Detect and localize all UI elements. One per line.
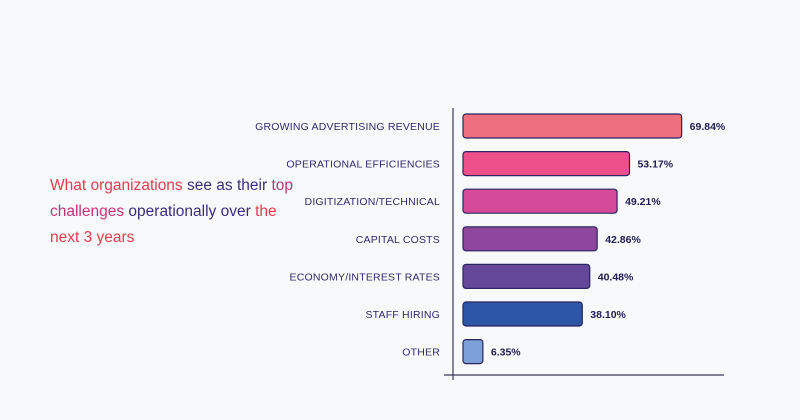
value-label: 53.17% — [637, 159, 673, 171]
chart-headline: What organizations see as their top chal… — [50, 173, 300, 251]
headline-part-4: operationally over — [124, 203, 256, 220]
bar — [462, 263, 591, 289]
headline-part-3: top challenges — [50, 177, 293, 220]
value-label: 42.86% — [605, 234, 641, 246]
category-label: GROWING ADVERTISING REVENUE — [255, 121, 440, 133]
bar — [462, 151, 631, 177]
value-label: 69.84% — [690, 121, 726, 133]
headline-part-2: see as their — [182, 177, 272, 194]
bar — [462, 113, 683, 139]
bar — [462, 188, 618, 214]
value-label: 6.35% — [491, 347, 521, 359]
headline-part-5: the next 3 years — [50, 203, 277, 246]
category-label: ECONOMY/INTEREST RATES — [290, 271, 440, 283]
value-label: 49.21% — [625, 196, 661, 208]
category-label: OTHER — [402, 347, 440, 359]
value-label: 40.48% — [598, 271, 634, 283]
bar — [462, 339, 484, 365]
bar — [462, 226, 598, 252]
category-label: DIGITIZATION/TECHNICAL — [305, 196, 440, 208]
category-label: OPERATIONAL EFFICIENCIES — [286, 159, 440, 171]
value-label: 38.10% — [590, 309, 626, 321]
category-label: STAFF HIRING — [365, 309, 440, 321]
category-label: CAPITAL COSTS — [356, 234, 440, 246]
bar — [462, 301, 583, 327]
headline-part-1: What organizations — [50, 177, 183, 194]
